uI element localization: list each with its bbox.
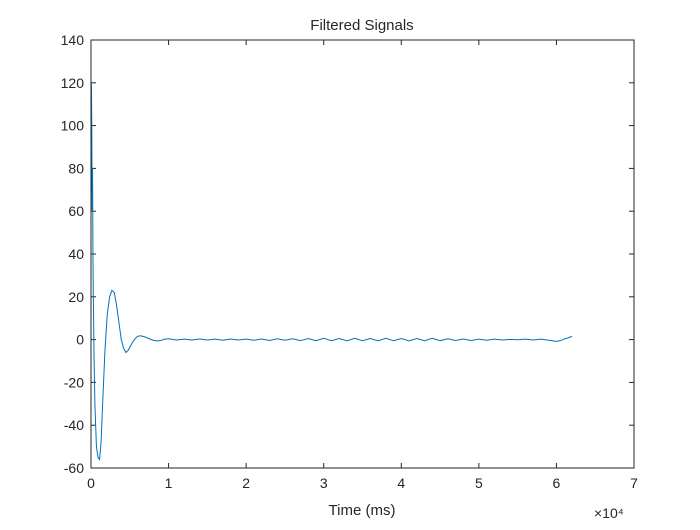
x-axis-label: Time (ms) (329, 502, 396, 519)
tick-labels: 0 1 2 3 4 5 6 7 -60 -40 -20 0 20 40 60 80 100 120 140 (61, 32, 638, 491)
x-tick-label: 2 (242, 475, 250, 491)
x-tick-label: 6 (553, 475, 561, 491)
y-tick-label: -40 (64, 417, 84, 433)
y-tick-label: 100 (61, 118, 85, 134)
x-tick-label: 7 (630, 475, 638, 491)
chart-title: Filtered Signals (310, 17, 413, 34)
y-tick-label: 20 (68, 289, 84, 305)
y-tick-label: -20 (64, 374, 84, 390)
series-line (90, 82, 573, 461)
y-tick-label: 40 (68, 246, 84, 262)
y-tick-label: 60 (68, 203, 84, 219)
x-tick-label: 3 (320, 475, 328, 491)
y-tick-label: 120 (61, 75, 85, 91)
y-tick-label: -60 (64, 460, 84, 476)
x-tick-label: 1 (165, 475, 173, 491)
plot-frame (90, 39, 635, 469)
y-tick-label: 140 (61, 32, 85, 48)
x-tick-label: 5 (475, 475, 483, 491)
x-tick-label: 4 (397, 475, 405, 491)
y-tick-label: 80 (68, 160, 84, 176)
plot-area (91, 40, 634, 468)
y-tick-label: 0 (76, 332, 84, 348)
x-tick-label: 0 (87, 475, 95, 491)
x-exponent-label: ×10⁴ (594, 505, 624, 521)
